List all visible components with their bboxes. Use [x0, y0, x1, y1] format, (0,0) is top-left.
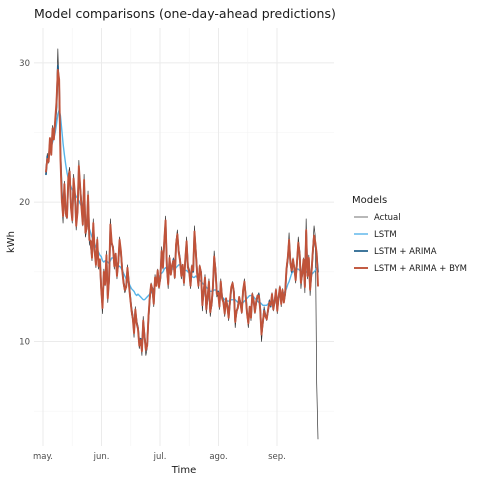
- legend-label: LSTM + ARIMA: [374, 247, 437, 257]
- y-tick-label: 20: [19, 198, 30, 208]
- legend: Models Actual LSTM LSTM + ARIMA LSTM + ARIM…: [352, 195, 467, 274]
- y-axis-title: kWh: [6, 231, 17, 253]
- y-tick-label: 30: [19, 59, 30, 69]
- legend-title: Models: [352, 195, 387, 206]
- legend-items: Actual LSTM LSTM + ARIMA LSTM + ARIMA + BYM: [354, 213, 467, 274]
- legend-item: LSTM + ARIMA + BYM: [354, 264, 467, 274]
- legend-item: LSTM: [354, 230, 397, 240]
- tick-labels: 10 20 30 may. jun. jul. ago. sep.: [19, 59, 286, 462]
- legend-label: Actual: [374, 213, 401, 223]
- legend-item: Actual: [354, 213, 401, 223]
- grid: [34, 28, 334, 446]
- legend-label: LSTM + ARIMA + BYM: [374, 264, 467, 274]
- x-tick-label: jul.: [153, 452, 167, 462]
- legend-item: LSTM + ARIMA: [354, 247, 437, 257]
- x-tick-label: may.: [33, 452, 53, 462]
- chart-title: Model comparisons (one-day-ahead predict…: [34, 6, 336, 21]
- x-tick-label: jun.: [93, 452, 110, 462]
- series-line-lstm-arima-bym: [45, 68, 319, 353]
- legend-label: LSTM: [374, 230, 397, 240]
- series-lines: [45, 48, 319, 440]
- x-tick-label: sep.: [268, 452, 286, 462]
- y-tick-label: 10: [19, 338, 30, 348]
- x-axis-title: Time: [171, 465, 196, 476]
- x-tick-label: ago.: [209, 452, 227, 462]
